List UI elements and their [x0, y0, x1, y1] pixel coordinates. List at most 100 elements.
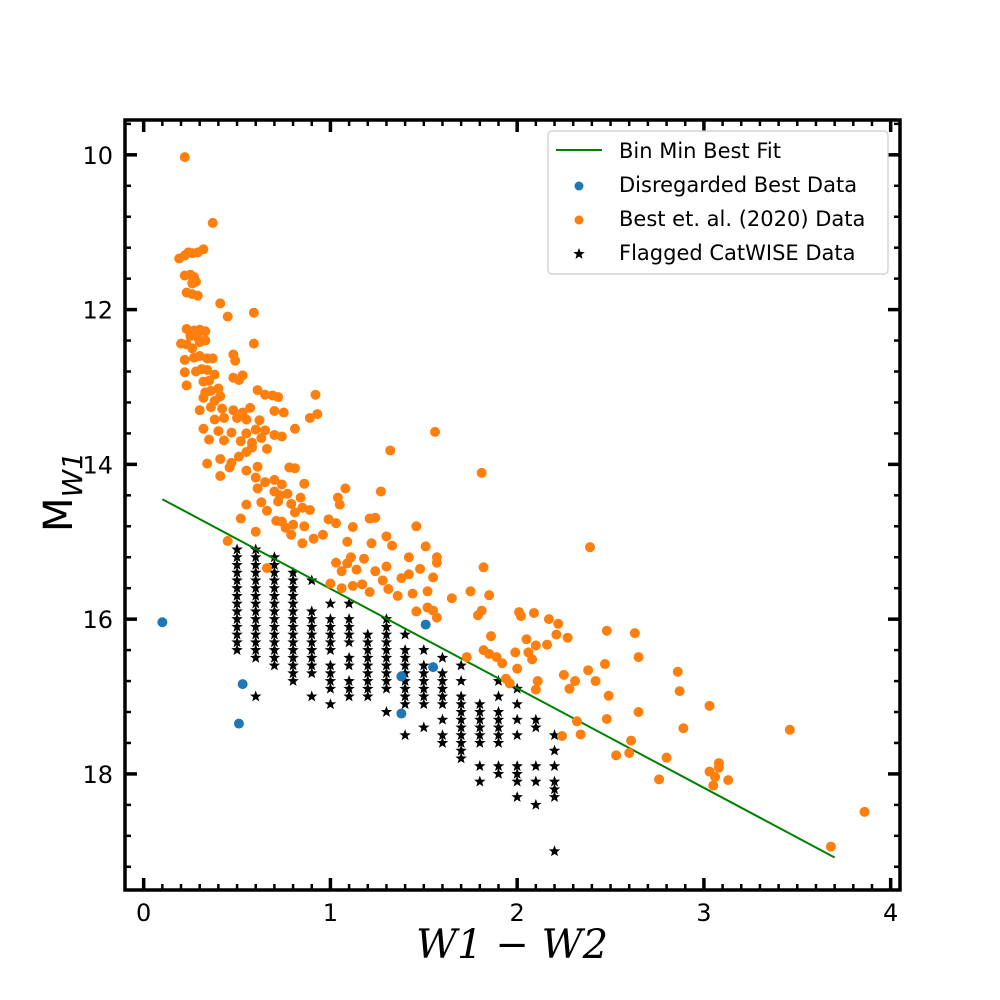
- flagged-catwise-point: [324, 659, 337, 671]
- flagged-catwise-point: [250, 589, 262, 601]
- best-2020-point: [222, 311, 233, 322]
- best-2020-point: [325, 578, 336, 589]
- best-2020-point: [276, 479, 287, 490]
- best-2020-point: [571, 716, 582, 727]
- flagged-catwise-point: [362, 659, 374, 671]
- best-2020-point: [246, 442, 257, 453]
- flagged-catwise-point: [530, 760, 542, 772]
- best-2020-point: [336, 566, 347, 577]
- best-2020-point: [530, 640, 541, 651]
- flagged-catwise-point: [530, 721, 542, 733]
- best-2020-point: [232, 412, 243, 423]
- plot-frame: [123, 118, 902, 892]
- best-2020-point: [278, 407, 289, 418]
- best-2020-point: [633, 707, 644, 718]
- flagged-catwise-point: [511, 775, 523, 787]
- flagged-catwise-point: [231, 566, 243, 578]
- best-2020-point: [633, 652, 644, 663]
- best-2020-point: [629, 628, 640, 639]
- flagged-catwise-point: [474, 698, 486, 710]
- flagged-catwise-point: [324, 636, 337, 648]
- flagged-catwise-point: [418, 644, 430, 655]
- flagged-catwise-point: [306, 613, 318, 624]
- disregarded-best-point: [233, 718, 244, 729]
- best-2020-point: [674, 686, 685, 697]
- best-2020-point: [446, 593, 457, 604]
- y-tick-label: 10: [82, 142, 113, 170]
- x-tick-label: 2: [510, 899, 525, 927]
- flagged-catwise-point: [436, 690, 449, 702]
- disregarded-best-point: [420, 619, 431, 630]
- best-2020-point: [276, 431, 287, 442]
- flagged-catwise-point: [492, 690, 505, 702]
- flagged-catwise-point: [455, 675, 467, 686]
- best-2020-point: [486, 631, 497, 642]
- best-2020-point: [562, 632, 573, 643]
- flagged-catwise-point: [399, 659, 411, 671]
- best-2020-point: [215, 470, 226, 481]
- flagged-catwise-point: [324, 597, 337, 609]
- flagged-catwise-point: [436, 729, 449, 741]
- y-tick-label: 16: [82, 606, 113, 634]
- best-2020-point: [310, 389, 321, 400]
- best-2020-point: [784, 724, 795, 735]
- best-2020-point: [611, 750, 622, 761]
- flagged-catwise-point: [343, 659, 355, 671]
- best-2020-point: [381, 561, 392, 572]
- best-2020-point: [530, 684, 541, 695]
- best-2020-point: [403, 552, 414, 563]
- flagged-catwise-point: [268, 659, 281, 671]
- flagged-catwise-point: [548, 729, 561, 741]
- disregarded-best-point: [428, 662, 439, 673]
- best-2020-point: [383, 583, 394, 594]
- best-2020-point: [213, 426, 224, 437]
- best-2020-point: [286, 498, 297, 509]
- flagged-catwise-point: [474, 760, 486, 772]
- y-tick-label: 18: [82, 761, 113, 789]
- best-2020-point: [252, 483, 263, 494]
- legend-swatch-disregarded: [574, 181, 584, 191]
- flagged-catwise-point: [492, 721, 505, 733]
- best-2020-point: [215, 453, 226, 464]
- flagged-catwise-point: [418, 690, 430, 702]
- flagged-catwise-point: [436, 713, 449, 725]
- best-2020-point: [269, 429, 280, 440]
- best-2020-point: [532, 676, 543, 687]
- flagged-catwise-point: [399, 644, 411, 655]
- best-2020-point: [381, 531, 392, 542]
- x-tick-label: 4: [883, 899, 898, 927]
- best-2020-point: [282, 488, 293, 499]
- flagged-catwise-point: [511, 713, 523, 725]
- flagged-catwise-point: [399, 628, 411, 640]
- disregarded-best-point: [157, 617, 168, 628]
- flagged-catwise-point: [268, 558, 281, 570]
- flagged-catwise-point: [250, 566, 262, 578]
- flagged-catwise-point: [231, 558, 243, 570]
- disregarded-best-point: [396, 671, 407, 682]
- flagged-catwise-point: [380, 667, 393, 679]
- best-2020-point: [510, 647, 521, 658]
- best-2020-point: [672, 666, 683, 677]
- flagged-catwise-point: [492, 729, 505, 741]
- best-2020-point: [624, 748, 635, 759]
- flagged-catwise-point: [324, 613, 337, 624]
- flagged-catwise-point: [362, 644, 374, 655]
- flagged-catwise-point: [268, 651, 281, 663]
- best-2020-point: [256, 433, 267, 444]
- flagged-catwise-point: [324, 620, 337, 632]
- best-2020-point: [224, 462, 235, 473]
- best-2020-point: [403, 569, 414, 580]
- best-2020-point: [250, 472, 261, 483]
- flagged-catwise-point: [231, 574, 243, 586]
- x-tick-label: 0: [136, 899, 151, 927]
- best-2020-point: [252, 385, 263, 396]
- flagged-catwise-point: [343, 690, 355, 702]
- flagged-catwise-point: [455, 713, 467, 725]
- flagged-catwise-point: [231, 620, 243, 632]
- flagged-catwise-point: [380, 706, 393, 717]
- best-2020-point: [194, 405, 205, 416]
- flagged-catwise-point: [492, 760, 505, 772]
- flagged-catwise-point: [268, 605, 281, 617]
- flagged-catwise-point: [250, 597, 262, 609]
- best-2020-point: [215, 298, 226, 309]
